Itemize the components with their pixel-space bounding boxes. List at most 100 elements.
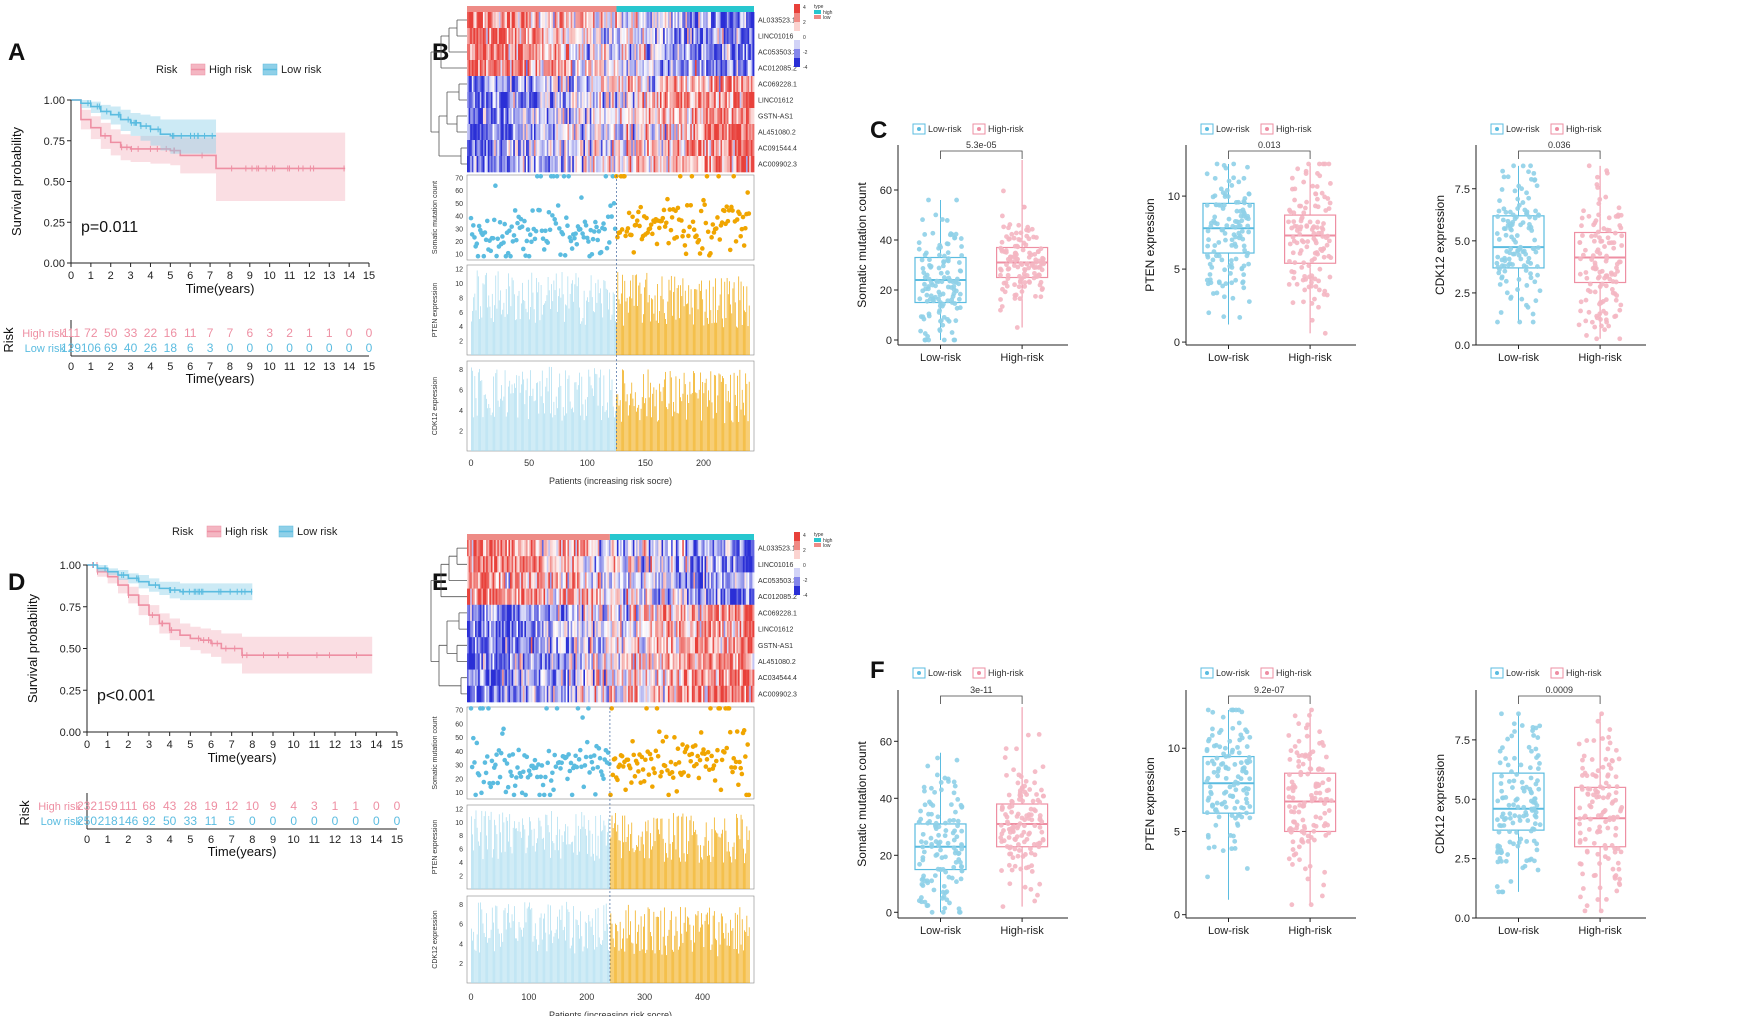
scale-swatch <box>794 31 800 40</box>
cdk12-bar <box>738 422 739 451</box>
pten-bar <box>654 314 655 355</box>
pten-bar <box>714 323 715 355</box>
scatter-point <box>597 746 602 751</box>
scatter-point <box>681 229 686 234</box>
cdk12-bar <box>660 392 661 451</box>
cdk12-bar <box>604 375 605 451</box>
pten-bar <box>490 307 491 355</box>
scatter-point <box>613 756 618 761</box>
scatter-point <box>717 706 722 711</box>
pten-bar <box>585 325 586 355</box>
pten-bar <box>601 303 602 355</box>
cdk12-bar <box>730 375 731 451</box>
risk-x-tick-label: 4 <box>147 361 153 373</box>
cdk12-bar <box>736 406 737 451</box>
risk-count: 0 <box>266 341 273 355</box>
risk-count: 0 <box>311 814 318 828</box>
pten-bar <box>587 297 588 355</box>
x-axis-title: Time(years) <box>186 281 255 296</box>
risk-count: 0 <box>352 814 359 828</box>
scatter-point <box>604 174 609 179</box>
pten-bar <box>531 273 532 355</box>
cdk12-bar <box>630 394 631 451</box>
y-tick-label: 1.00 <box>60 560 81 572</box>
pten-bar <box>611 320 612 355</box>
scatter-point <box>593 792 598 797</box>
cdk12-bar <box>710 371 711 451</box>
risk-count: 3 <box>311 799 318 813</box>
cdk12-bar <box>573 412 574 451</box>
cdk12-bar <box>534 401 535 451</box>
pten-bar <box>574 284 575 355</box>
cdk12-bar <box>679 379 680 451</box>
cdk12-bar <box>502 401 503 451</box>
cdk12-bar <box>541 396 542 451</box>
pten-bar <box>629 297 630 355</box>
scatter-point <box>493 763 498 768</box>
risk-table-title: Risk <box>1 327 16 353</box>
scatter-point <box>670 215 675 220</box>
pten-bar <box>655 295 656 355</box>
cdk12-bar <box>580 416 581 451</box>
pten-bar <box>602 317 603 355</box>
scatter-point <box>509 773 514 778</box>
scatter-point <box>747 211 752 216</box>
cdk12-bar <box>572 408 573 451</box>
cdk12-y-tick: 8 <box>459 367 463 374</box>
pten-bar <box>505 317 506 355</box>
scatter-point <box>491 236 496 241</box>
pten-bar <box>692 308 693 355</box>
risk-count: 0 <box>394 799 401 813</box>
pten-bar <box>648 302 649 355</box>
cdk12-bar <box>504 397 505 451</box>
scatter-point <box>701 747 706 752</box>
pten-bar <box>521 303 522 355</box>
risk-count: 0 <box>270 814 277 828</box>
pten-bar <box>638 286 639 355</box>
scale-swatch <box>794 586 800 595</box>
legend-label: Low risk <box>297 526 338 538</box>
pten-bar <box>656 321 657 355</box>
cdk12-y-tick: 4 <box>459 408 463 415</box>
scatter-point <box>649 757 654 762</box>
scatter-point <box>591 766 596 771</box>
scatter-point <box>516 748 521 753</box>
scatter-point <box>483 230 488 235</box>
scatter-y-tick: 60 <box>455 188 463 195</box>
heat-cell <box>752 670 754 687</box>
risk-count: 106 <box>81 341 101 355</box>
pten-bar <box>476 310 477 355</box>
scatter-point <box>643 757 648 762</box>
gene-label: AL451080.2 <box>758 130 796 137</box>
cdk12-bar <box>481 380 482 451</box>
risk-count: 92 <box>142 814 156 828</box>
pten-bar <box>522 283 523 355</box>
pten-bar <box>695 289 696 355</box>
cdk12-bar <box>485 394 486 451</box>
risk-x-tick-label: 5 <box>187 834 193 846</box>
pten-bar <box>480 306 481 355</box>
cdk12-bar <box>688 403 689 451</box>
scatter-point <box>592 753 597 758</box>
scatter-point <box>726 219 731 224</box>
scatter-point <box>501 240 506 245</box>
pten-bar <box>580 324 581 355</box>
scatter-point <box>558 766 563 771</box>
cdk12-bar <box>700 373 701 451</box>
scatter-point <box>481 780 486 785</box>
scatter-point <box>693 743 698 748</box>
scale-swatch <box>794 22 800 31</box>
scatter-point <box>727 706 732 711</box>
scatter-point <box>495 236 500 241</box>
pten-bar <box>644 287 645 355</box>
risk-count: 0 <box>326 341 333 355</box>
risk-x-tick-label: 2 <box>125 834 131 846</box>
cdk12-bar <box>642 397 643 451</box>
cdk12-bar <box>587 397 588 451</box>
risk-x-tick-label: 10 <box>264 361 276 373</box>
pten-bar <box>547 295 548 355</box>
dendro-right-cluster <box>439 84 467 164</box>
pten-bar <box>747 286 748 355</box>
cdk12-bar <box>644 403 645 451</box>
heat-cell <box>752 108 754 124</box>
